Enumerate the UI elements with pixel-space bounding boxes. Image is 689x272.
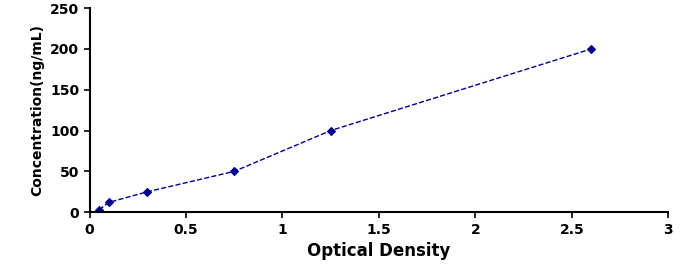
X-axis label: Optical Density: Optical Density xyxy=(307,242,451,260)
Y-axis label: Concentration(ng/mL): Concentration(ng/mL) xyxy=(30,24,45,196)
